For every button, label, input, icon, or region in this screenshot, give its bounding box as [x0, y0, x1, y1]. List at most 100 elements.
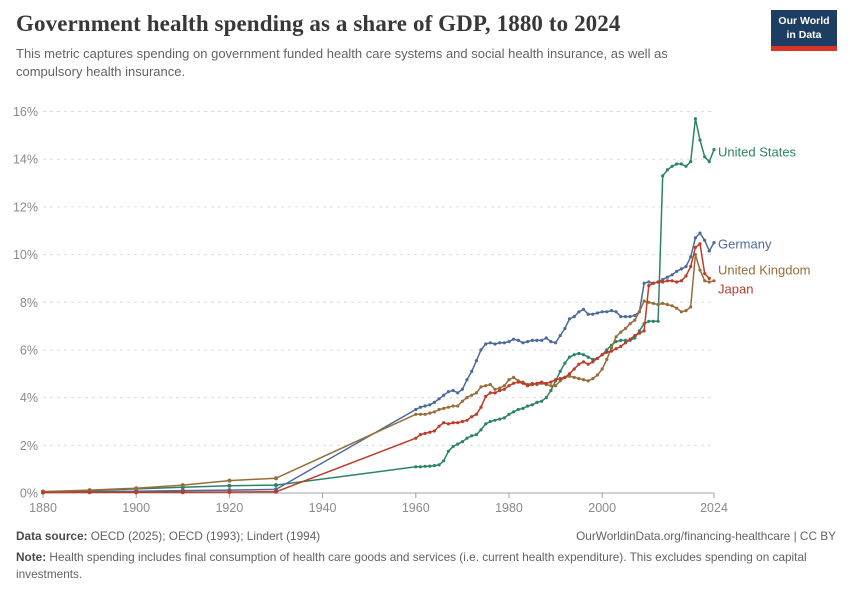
data-point-germany[interactable]: [470, 369, 474, 373]
data-point-united-kingdom[interactable]: [437, 407, 441, 412]
data-point-germany[interactable]: [684, 264, 688, 269]
data-point-germany[interactable]: [428, 403, 432, 407]
data-point-united-states[interactable]: [679, 162, 684, 166]
data-point-germany[interactable]: [679, 267, 684, 271]
data-point-united-states[interactable]: [446, 449, 450, 453]
data-point-germany[interactable]: [609, 309, 614, 313]
data-point-united-states[interactable]: [540, 399, 544, 403]
data-point-united-kingdom[interactable]: [470, 393, 474, 397]
data-point-united-kingdom[interactable]: [675, 306, 679, 310]
data-point-united-kingdom[interactable]: [614, 335, 618, 339]
data-point-germany[interactable]: [451, 388, 455, 393]
series-label-germany[interactable]: Germany: [718, 236, 772, 251]
series-label-japan[interactable]: Japan: [718, 282, 753, 297]
data-point-japan[interactable]: [581, 360, 586, 364]
data-point-japan[interactable]: [41, 490, 45, 495]
data-point-united-states[interactable]: [535, 400, 539, 404]
data-point-germany[interactable]: [460, 387, 464, 391]
data-point-germany[interactable]: [446, 390, 450, 394]
data-point-united-kingdom[interactable]: [134, 486, 139, 491]
data-point-united-kingdom[interactable]: [698, 268, 702, 272]
data-point-germany[interactable]: [488, 341, 492, 345]
data-point-united-kingdom[interactable]: [647, 300, 651, 304]
data-point-germany[interactable]: [605, 310, 609, 314]
data-point-japan[interactable]: [544, 381, 548, 385]
data-point-japan[interactable]: [614, 347, 618, 351]
data-point-japan[interactable]: [637, 331, 642, 335]
data-point-japan[interactable]: [675, 280, 679, 284]
data-point-japan[interactable]: [633, 334, 637, 338]
data-point-japan[interactable]: [656, 280, 660, 284]
data-point-japan[interactable]: [665, 279, 670, 283]
data-point-united-kingdom[interactable]: [600, 367, 604, 371]
data-point-united-states[interactable]: [474, 433, 478, 437]
data-point-germany[interactable]: [591, 312, 595, 316]
data-point-united-kingdom[interactable]: [180, 483, 185, 488]
data-point-japan[interactable]: [605, 350, 609, 354]
data-point-japan[interactable]: [577, 362, 581, 366]
data-point-germany[interactable]: [484, 342, 488, 346]
data-point-germany[interactable]: [628, 315, 632, 319]
data-point-japan[interactable]: [521, 381, 525, 385]
data-point-japan[interactable]: [567, 372, 572, 376]
data-point-united-states[interactable]: [581, 353, 586, 357]
data-point-japan[interactable]: [563, 375, 567, 379]
data-point-united-states[interactable]: [572, 353, 576, 357]
data-point-united-states[interactable]: [428, 464, 432, 468]
data-point-united-kingdom[interactable]: [670, 304, 674, 308]
series-line-japan[interactable]: [42, 243, 711, 494]
data-point-united-kingdom[interactable]: [572, 375, 576, 379]
data-point-united-states[interactable]: [675, 162, 679, 166]
data-point-germany[interactable]: [689, 255, 693, 259]
data-point-japan[interactable]: [442, 421, 446, 425]
data-point-united-states[interactable]: [460, 440, 464, 444]
data-point-germany[interactable]: [535, 338, 539, 342]
data-point-united-states[interactable]: [647, 319, 651, 323]
data-point-united-kingdom[interactable]: [456, 404, 460, 408]
data-point-united-states[interactable]: [707, 160, 711, 164]
data-point-germany[interactable]: [698, 231, 702, 235]
data-point-united-kingdom[interactable]: [479, 385, 483, 389]
data-point-japan[interactable]: [572, 367, 576, 371]
data-point-germany[interactable]: [577, 310, 581, 314]
data-point-united-kingdom[interactable]: [460, 399, 464, 403]
series-label-united-states[interactable]: United States: [718, 145, 797, 160]
data-point-united-states[interactable]: [670, 164, 674, 168]
data-point-germany[interactable]: [572, 315, 576, 319]
data-point-japan[interactable]: [642, 329, 646, 333]
data-point-united-kingdom[interactable]: [656, 303, 660, 307]
data-point-japan[interactable]: [647, 284, 651, 288]
data-point-united-states[interactable]: [567, 355, 572, 359]
data-point-germany[interactable]: [521, 341, 525, 345]
data-point-japan[interactable]: [274, 489, 278, 494]
data-point-united-kingdom[interactable]: [591, 377, 595, 381]
data-point-united-states[interactable]: [614, 340, 618, 344]
data-point-united-states[interactable]: [493, 418, 497, 422]
data-point-germany[interactable]: [558, 334, 562, 338]
data-point-japan[interactable]: [558, 377, 562, 381]
data-point-united-kingdom[interactable]: [498, 386, 502, 390]
data-point-germany[interactable]: [586, 312, 590, 316]
data-point-united-states[interactable]: [665, 168, 670, 172]
data-point-united-kingdom[interactable]: [418, 412, 422, 416]
data-point-united-kingdom[interactable]: [428, 411, 432, 415]
data-point-united-kingdom[interactable]: [712, 279, 716, 283]
data-point-japan[interactable]: [507, 384, 511, 388]
data-point-japan[interactable]: [689, 264, 693, 269]
owid-link[interactable]: OurWorldinData.org/financing-healthcare …: [576, 529, 836, 543]
data-point-germany[interactable]: [675, 269, 679, 273]
data-point-germany[interactable]: [456, 391, 460, 395]
data-point-united-states[interactable]: [558, 369, 562, 373]
data-point-japan[interactable]: [456, 421, 460, 425]
data-point-united-kingdom[interactable]: [637, 310, 642, 314]
data-point-japan[interactable]: [423, 431, 427, 435]
data-point-germany[interactable]: [530, 338, 534, 342]
data-point-germany[interactable]: [479, 348, 483, 352]
data-point-japan[interactable]: [465, 418, 469, 422]
data-point-germany[interactable]: [414, 407, 418, 412]
data-point-united-kingdom[interactable]: [227, 478, 232, 483]
data-point-germany[interactable]: [516, 338, 520, 342]
series-line-united-kingdom[interactable]: [42, 253, 715, 493]
data-point-germany[interactable]: [498, 341, 502, 345]
data-point-japan[interactable]: [530, 382, 534, 387]
